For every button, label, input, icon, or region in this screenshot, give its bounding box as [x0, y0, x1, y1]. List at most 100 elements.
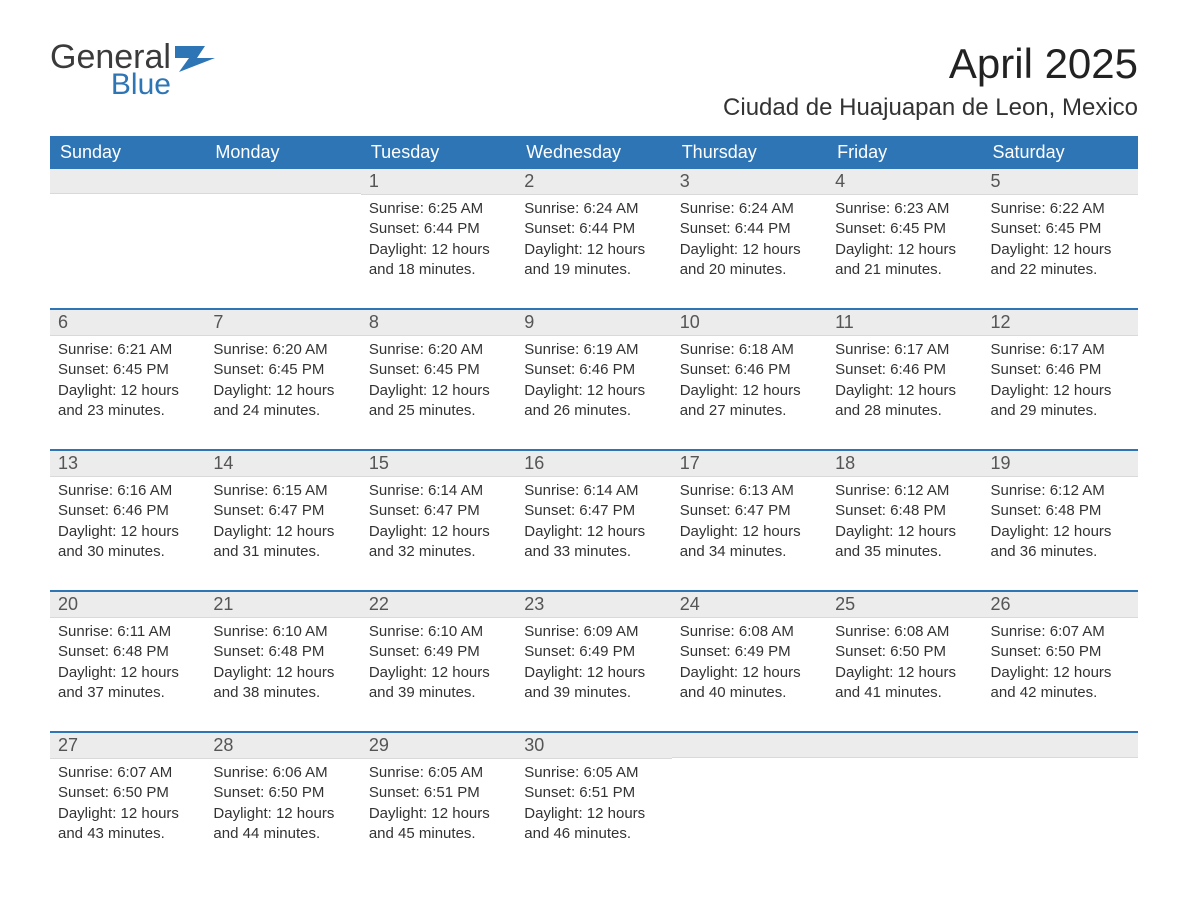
weekday-header: Saturday	[983, 136, 1138, 169]
day-number: 20	[50, 592, 205, 617]
daylight-line-2: and 30 minutes.	[58, 542, 197, 562]
sunset-line: Sunset: 6:44 PM	[524, 219, 663, 239]
day-details: Sunrise: 6:22 AMSunset: 6:45 PMDaylight:…	[983, 195, 1138, 308]
sunrise-line: Sunrise: 6:18 AM	[680, 340, 819, 360]
day-number: 23	[516, 592, 671, 617]
day-number: 13	[50, 451, 205, 476]
sunset-line: Sunset: 6:45 PM	[835, 219, 974, 239]
day-number: 29	[361, 733, 516, 758]
daylight-line-2: and 33 minutes.	[524, 542, 663, 562]
day-details: Sunrise: 6:14 AMSunset: 6:47 PMDaylight:…	[361, 477, 516, 590]
daylight-line-2: and 37 minutes.	[58, 683, 197, 703]
daylight-line-2: and 23 minutes.	[58, 401, 197, 421]
sunset-line: Sunset: 6:45 PM	[58, 360, 197, 380]
sunrise-line: Sunrise: 6:10 AM	[369, 622, 508, 642]
day-number: 10	[672, 310, 827, 335]
calendar-day-cell	[672, 732, 827, 872]
calendar-day-cell: 3Sunrise: 6:24 AMSunset: 6:44 PMDaylight…	[672, 169, 827, 309]
day-number: 3	[672, 169, 827, 194]
daylight-line-1: Daylight: 12 hours	[524, 804, 663, 824]
weekday-header: Monday	[205, 136, 360, 169]
daylight-line-2: and 19 minutes.	[524, 260, 663, 280]
day-details	[205, 194, 360, 304]
daylight-line-2: and 27 minutes.	[680, 401, 819, 421]
daylight-line-2: and 22 minutes.	[991, 260, 1130, 280]
day-details: Sunrise: 6:17 AMSunset: 6:46 PMDaylight:…	[983, 336, 1138, 449]
calendar-day-cell	[50, 169, 205, 309]
daylight-line-2: and 44 minutes.	[213, 824, 352, 844]
sunrise-line: Sunrise: 6:08 AM	[835, 622, 974, 642]
day-details: Sunrise: 6:08 AMSunset: 6:49 PMDaylight:…	[672, 618, 827, 731]
sunset-line: Sunset: 6:45 PM	[213, 360, 352, 380]
day-number: 26	[983, 592, 1138, 617]
daylight-line-2: and 29 minutes.	[991, 401, 1130, 421]
daylight-line-2: and 24 minutes.	[213, 401, 352, 421]
day-details: Sunrise: 6:12 AMSunset: 6:48 PMDaylight:…	[983, 477, 1138, 590]
day-details: Sunrise: 6:23 AMSunset: 6:45 PMDaylight:…	[827, 195, 982, 308]
sunset-line: Sunset: 6:50 PM	[991, 642, 1130, 662]
daylight-line-2: and 43 minutes.	[58, 824, 197, 844]
sunset-line: Sunset: 6:48 PM	[213, 642, 352, 662]
calendar-table: Sunday Monday Tuesday Wednesday Thursday…	[50, 136, 1138, 872]
day-number: 14	[205, 451, 360, 476]
sunrise-line: Sunrise: 6:14 AM	[369, 481, 508, 501]
day-details: Sunrise: 6:24 AMSunset: 6:44 PMDaylight:…	[516, 195, 671, 308]
sunrise-line: Sunrise: 6:16 AM	[58, 481, 197, 501]
day-details: Sunrise: 6:07 AMSunset: 6:50 PMDaylight:…	[50, 759, 205, 872]
daylight-line-2: and 28 minutes.	[835, 401, 974, 421]
weekday-header: Tuesday	[361, 136, 516, 169]
daylight-line-1: Daylight: 12 hours	[213, 381, 352, 401]
daylight-line-1: Daylight: 12 hours	[680, 240, 819, 260]
daylight-line-1: Daylight: 12 hours	[680, 663, 819, 683]
day-number	[50, 169, 205, 193]
sunrise-line: Sunrise: 6:07 AM	[991, 622, 1130, 642]
daylight-line-2: and 46 minutes.	[524, 824, 663, 844]
calendar-day-cell: 25Sunrise: 6:08 AMSunset: 6:50 PMDayligh…	[827, 591, 982, 732]
calendar-day-cell	[205, 169, 360, 309]
calendar-day-cell: 10Sunrise: 6:18 AMSunset: 6:46 PMDayligh…	[672, 309, 827, 450]
sunrise-line: Sunrise: 6:24 AM	[524, 199, 663, 219]
calendar-day-cell: 29Sunrise: 6:05 AMSunset: 6:51 PMDayligh…	[361, 732, 516, 872]
day-details: Sunrise: 6:07 AMSunset: 6:50 PMDaylight:…	[983, 618, 1138, 731]
calendar-day-cell: 11Sunrise: 6:17 AMSunset: 6:46 PMDayligh…	[827, 309, 982, 450]
sunset-line: Sunset: 6:48 PM	[835, 501, 974, 521]
calendar-day-cell: 16Sunrise: 6:14 AMSunset: 6:47 PMDayligh…	[516, 450, 671, 591]
sunset-line: Sunset: 6:46 PM	[524, 360, 663, 380]
daylight-line-2: and 34 minutes.	[680, 542, 819, 562]
day-number: 22	[361, 592, 516, 617]
day-details: Sunrise: 6:10 AMSunset: 6:48 PMDaylight:…	[205, 618, 360, 731]
sunrise-line: Sunrise: 6:12 AM	[835, 481, 974, 501]
day-number: 4	[827, 169, 982, 194]
sunrise-line: Sunrise: 6:13 AM	[680, 481, 819, 501]
daylight-line-1: Daylight: 12 hours	[58, 663, 197, 683]
calendar-week-row: 20Sunrise: 6:11 AMSunset: 6:48 PMDayligh…	[50, 591, 1138, 732]
day-number: 24	[672, 592, 827, 617]
calendar-week-row: 6Sunrise: 6:21 AMSunset: 6:45 PMDaylight…	[50, 309, 1138, 450]
day-number	[827, 733, 982, 757]
sunset-line: Sunset: 6:46 PM	[991, 360, 1130, 380]
daylight-line-1: Daylight: 12 hours	[991, 663, 1130, 683]
day-details: Sunrise: 6:06 AMSunset: 6:50 PMDaylight:…	[205, 759, 360, 872]
daylight-line-2: and 26 minutes.	[524, 401, 663, 421]
daylight-line-1: Daylight: 12 hours	[680, 522, 819, 542]
day-number: 21	[205, 592, 360, 617]
day-number: 15	[361, 451, 516, 476]
calendar-header-row: Sunday Monday Tuesday Wednesday Thursday…	[50, 136, 1138, 169]
sunrise-line: Sunrise: 6:20 AM	[369, 340, 508, 360]
day-details: Sunrise: 6:17 AMSunset: 6:46 PMDaylight:…	[827, 336, 982, 449]
day-details: Sunrise: 6:18 AMSunset: 6:46 PMDaylight:…	[672, 336, 827, 449]
daylight-line-1: Daylight: 12 hours	[524, 381, 663, 401]
calendar-day-cell: 12Sunrise: 6:17 AMSunset: 6:46 PMDayligh…	[983, 309, 1138, 450]
daylight-line-1: Daylight: 12 hours	[369, 240, 508, 260]
daylight-line-2: and 20 minutes.	[680, 260, 819, 280]
sunrise-line: Sunrise: 6:23 AM	[835, 199, 974, 219]
sunrise-line: Sunrise: 6:22 AM	[991, 199, 1130, 219]
day-details: Sunrise: 6:09 AMSunset: 6:49 PMDaylight:…	[516, 618, 671, 731]
sunrise-line: Sunrise: 6:20 AM	[213, 340, 352, 360]
daylight-line-1: Daylight: 12 hours	[835, 522, 974, 542]
day-number	[983, 733, 1138, 757]
day-number: 5	[983, 169, 1138, 194]
sunset-line: Sunset: 6:46 PM	[58, 501, 197, 521]
sunrise-line: Sunrise: 6:17 AM	[991, 340, 1130, 360]
day-number	[672, 733, 827, 757]
